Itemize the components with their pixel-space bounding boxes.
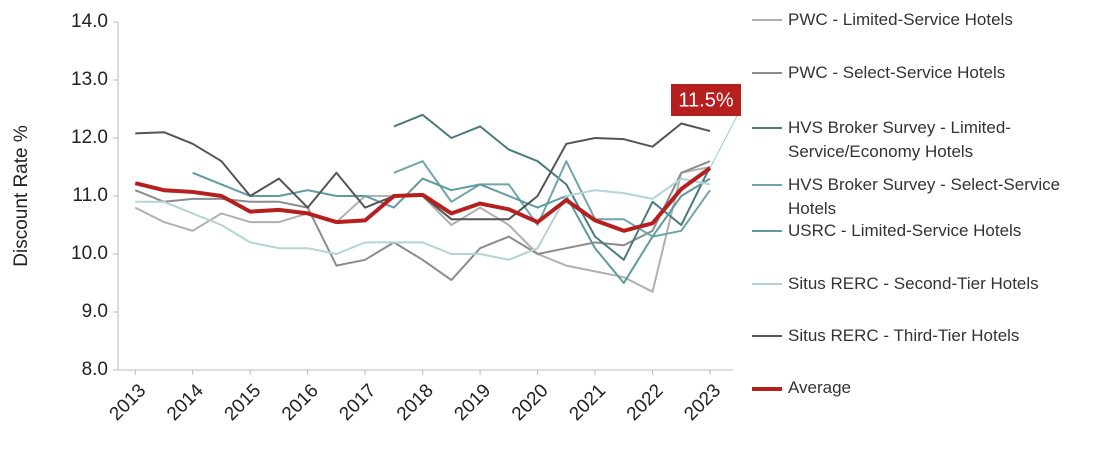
legend-label: PWC - Limited-Service Hotels: [788, 10, 1013, 29]
legend-swatch: [752, 335, 782, 337]
x-tick-label: 2022: [623, 380, 668, 425]
legend-swatch: [752, 19, 782, 21]
y-tick-label: 8.0: [82, 359, 108, 380]
y-tick-label: 10.0: [71, 243, 108, 264]
x-tick-label: 2013: [106, 380, 151, 425]
x-tick-label: 2020: [508, 380, 553, 425]
series-line: [134, 166, 712, 233]
annotation-box: [671, 84, 741, 116]
y-tick-label: 13.0: [71, 69, 108, 90]
y-tick-label: 11.0: [72, 185, 108, 206]
legend-label: Situs RERC - Third-Tier Hotels: [788, 326, 1020, 345]
legend-swatch: [752, 283, 782, 285]
legend-swatch: [752, 230, 782, 232]
legend-label: HVS Broker Survey - Limited-Service/Econ…: [788, 118, 1011, 161]
legend-label: PWC - Select-Service Hotels: [788, 63, 1006, 82]
series-line: [393, 113, 711, 261]
legend-swatch: [752, 72, 782, 74]
x-tick-label: 2023: [680, 380, 725, 425]
legend-swatch: [752, 127, 782, 129]
series-line: [192, 171, 711, 284]
series-line: [135, 122, 711, 221]
x-tick-label: 2018: [393, 380, 438, 425]
legend-label: USRC - Limited-Service Hotels: [788, 221, 1022, 240]
legend-swatch: [752, 387, 782, 391]
series-line: [393, 160, 711, 238]
x-tick-label: 2015: [221, 380, 266, 425]
y-tick-label: 12.0: [71, 127, 108, 148]
legend-label: Situs RERC - Second-Tier Hotels: [788, 274, 1039, 293]
x-tick-label: 2016: [278, 380, 323, 425]
y-tick-label: 14.0: [71, 11, 108, 32]
x-tick-label: 2021: [565, 380, 610, 425]
annotation-text: 11.5%: [678, 89, 733, 111]
legend-label: Average: [788, 378, 852, 397]
legend-label: HVS Broker Survey - Select-Service Hotel…: [788, 175, 1061, 218]
series-line: [135, 177, 711, 261]
x-tick-label: 2017: [335, 380, 380, 425]
x-tick-label: 2014: [163, 380, 208, 425]
x-tick-label: 2019: [450, 380, 495, 425]
y-tick-label: 9.0: [82, 301, 108, 322]
annotation-leader: [709, 115, 738, 169]
legend-swatch: [752, 184, 782, 186]
y-axis-label: Discount Rate %: [11, 125, 32, 267]
